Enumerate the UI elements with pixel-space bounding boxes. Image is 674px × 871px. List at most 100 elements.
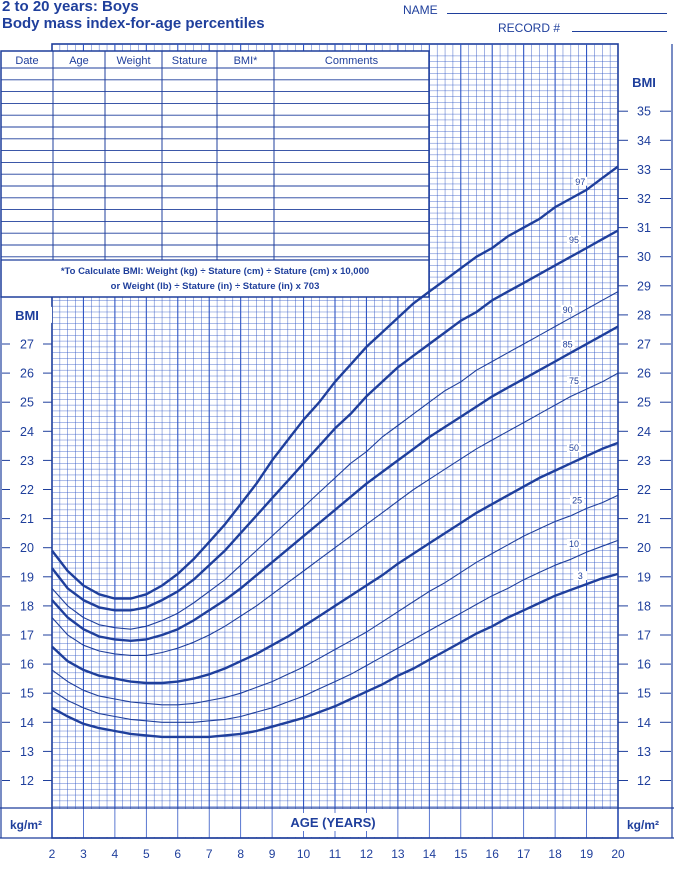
y-right-label-bg xyxy=(619,481,671,498)
x-tick-label: 7 xyxy=(206,847,213,861)
y-tick-left: 27 xyxy=(20,338,34,352)
curve-label-bg xyxy=(560,339,575,349)
y-tick-right: 20 xyxy=(637,541,651,555)
x-tick-label: 8 xyxy=(237,847,244,861)
xlabel: AGE (YEARS) xyxy=(290,815,375,830)
x-tick-label: 9 xyxy=(269,847,276,861)
y-right-label-bg xyxy=(619,568,671,585)
y-tick-left: 16 xyxy=(20,658,34,672)
y-tick-right: 27 xyxy=(637,338,651,352)
curve-label-p97: 97 xyxy=(575,177,585,187)
y-left-label-bg xyxy=(2,627,51,643)
y-tick-right: 29 xyxy=(637,279,651,293)
curve-label-p90: 90 xyxy=(563,305,573,315)
curve-p90 xyxy=(51,291,619,630)
y-tick-right: 35 xyxy=(637,105,651,119)
x-tick-label: 19 xyxy=(580,847,594,861)
y-tick-right: 21 xyxy=(637,512,651,526)
unit-label-right: kg/m² xyxy=(627,818,659,832)
y-left-label-bg xyxy=(2,336,51,352)
y-tick-left: 26 xyxy=(20,367,34,381)
curve-label-bg xyxy=(573,176,588,186)
x-tick-label: 15 xyxy=(454,847,468,861)
x-tick-label: 10 xyxy=(297,847,311,861)
y-tick-right: 28 xyxy=(637,308,651,322)
name-field[interactable] xyxy=(447,13,667,14)
y-right-label-bg xyxy=(619,772,671,789)
y-right-label-bg xyxy=(619,539,671,556)
y-right-label-bg xyxy=(619,423,671,440)
y-left-label-bg xyxy=(2,365,51,382)
y-left-label-bg xyxy=(2,423,51,440)
y-tick-left: 25 xyxy=(20,396,34,410)
y-tick-right: 30 xyxy=(637,250,651,264)
x-tick-label: 12 xyxy=(360,847,374,861)
table-header-bmi: BMI* xyxy=(234,55,259,67)
y-left-label-bg xyxy=(2,743,51,760)
y-right-label-bg xyxy=(619,336,671,352)
record-table-header: Date Age Weight Stature BMI* Comments xyxy=(15,55,378,67)
y-tick-left: 22 xyxy=(20,483,34,497)
curve-label-bg xyxy=(566,443,581,453)
axis-labels: 2 3 4 5 6 7 8 9 10 11 12 13 14 15 16 17 18 19 201213141516… xyxy=(2,74,671,861)
y-tick-right: 34 xyxy=(637,134,651,148)
ylabel-right: BMI xyxy=(632,75,656,90)
y-right-label-bg xyxy=(619,103,671,120)
curve-label-bg xyxy=(573,571,588,581)
y-right-label-bg xyxy=(619,656,671,673)
name-label: NAME xyxy=(403,3,438,17)
curve-p3 xyxy=(51,572,619,739)
y-tick-left: 17 xyxy=(20,629,34,643)
curve-label-bg xyxy=(570,495,585,505)
y-tick-right: 17 xyxy=(637,629,651,643)
curve-label-p85: 85 xyxy=(563,340,573,350)
y-tick-right: 13 xyxy=(637,745,651,759)
y-tick-right: 12 xyxy=(637,774,651,788)
curve-p10 xyxy=(51,539,619,723)
x-tick-label: 5 xyxy=(143,847,150,861)
curve-p75 xyxy=(51,372,619,656)
y-left-label-bg xyxy=(2,597,51,614)
record-field[interactable] xyxy=(572,31,667,32)
curve-label-bg xyxy=(566,376,581,386)
y-tick-right: 14 xyxy=(637,716,651,730)
y-left-label-bg xyxy=(2,568,51,585)
y-tick-right: 31 xyxy=(637,221,651,235)
percentile-curves: 97 95 90 85 75 50 25 10 3 xyxy=(51,165,619,739)
curve-label-bg xyxy=(560,304,575,314)
x-tick-label: 4 xyxy=(112,847,119,861)
y-tick-right: 16 xyxy=(637,658,651,672)
record-label: RECORD # xyxy=(498,21,561,35)
curve-label-p10: 10 xyxy=(569,539,579,549)
y-tick-left: 18 xyxy=(20,599,34,613)
curve-label-bg xyxy=(566,234,581,244)
y-tick-right: 22 xyxy=(637,483,651,497)
x-tick-label: 3 xyxy=(80,847,87,861)
table-header-stature: Stature xyxy=(172,55,207,67)
curve-p85 xyxy=(51,325,619,642)
y-tick-right: 23 xyxy=(637,454,651,468)
curve-p95 xyxy=(51,229,619,612)
y-left-label-bg xyxy=(2,685,51,702)
curve-label-p95: 95 xyxy=(569,235,579,245)
y-tick-left: 15 xyxy=(20,687,34,701)
curve-p97 xyxy=(51,165,619,600)
table-header-date: Date xyxy=(15,55,38,67)
table-header-age: Age xyxy=(69,55,89,67)
y-tick-right: 25 xyxy=(637,396,651,410)
x-tick-label: 11 xyxy=(329,847,342,861)
bmi-formula-line1: *To Calculate BMI: Weight (kg) ÷ Stature… xyxy=(61,266,369,277)
table-header-comments: Comments xyxy=(325,55,379,67)
y-left-label-bg xyxy=(2,394,51,411)
x-tick-label: 17 xyxy=(517,847,531,861)
y-tick-right: 32 xyxy=(637,192,651,206)
y-tick-right: 33 xyxy=(637,163,651,177)
y-left-label-bg xyxy=(2,539,51,556)
chart-title-line2: Body mass index-for-age percentiles xyxy=(2,15,265,32)
y-tick-left: 21 xyxy=(20,512,34,526)
y-right-label-bg xyxy=(619,394,671,411)
ylabel-left: BMI xyxy=(15,308,39,323)
y-left-label-bg xyxy=(2,656,51,673)
y-left-label-bg xyxy=(2,452,51,469)
record-table-rows xyxy=(1,51,429,261)
